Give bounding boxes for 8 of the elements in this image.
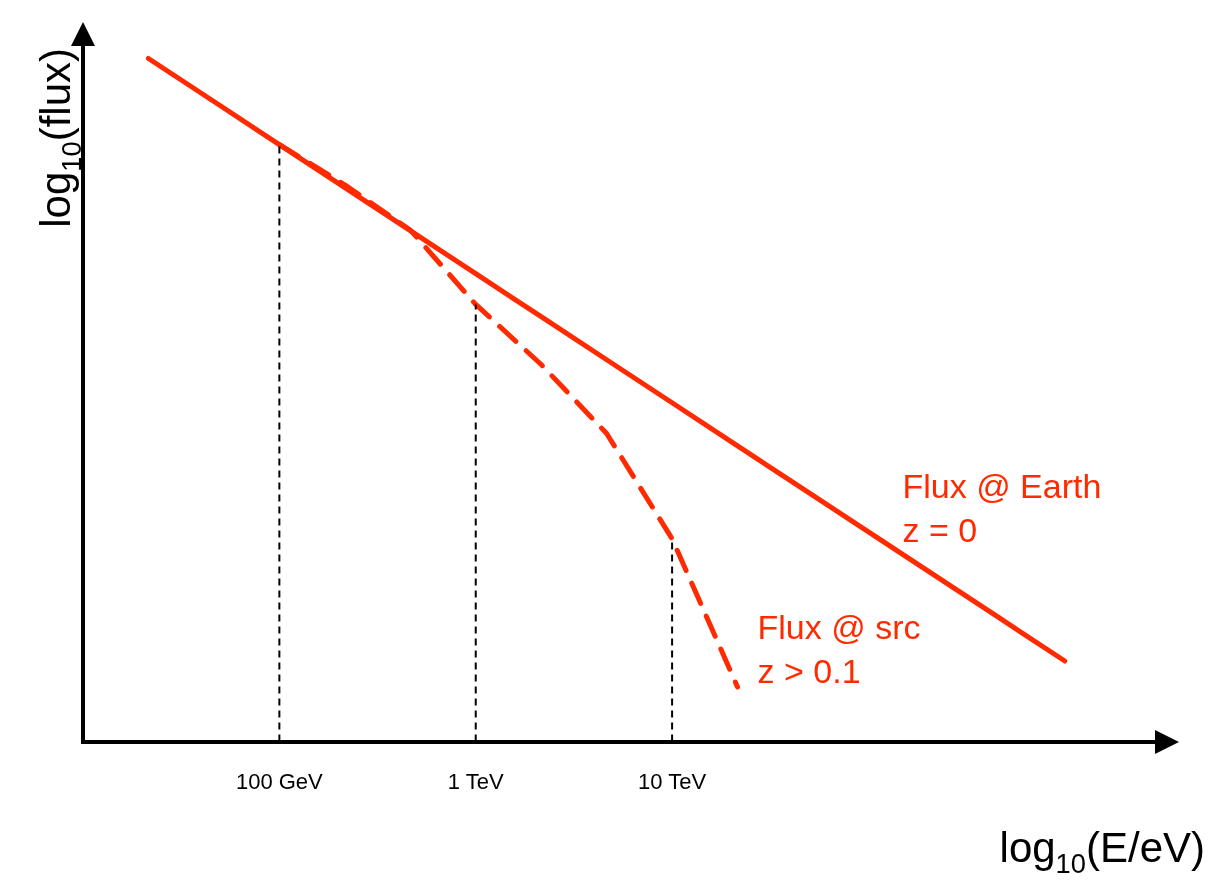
x-tick-label: 1 TeV <box>447 768 504 794</box>
y-axis-title: log10(flux) <box>32 47 87 228</box>
x-tick-label: 100 GeV <box>235 768 324 794</box>
series-label: Flux @ Earth <box>902 466 1102 505</box>
annotation: z = 0 <box>902 510 978 549</box>
annotation: z > 0.1 <box>757 651 861 690</box>
x-tick-label: 10 TeV <box>638 768 707 794</box>
series-label: Flux @ src <box>757 607 921 646</box>
